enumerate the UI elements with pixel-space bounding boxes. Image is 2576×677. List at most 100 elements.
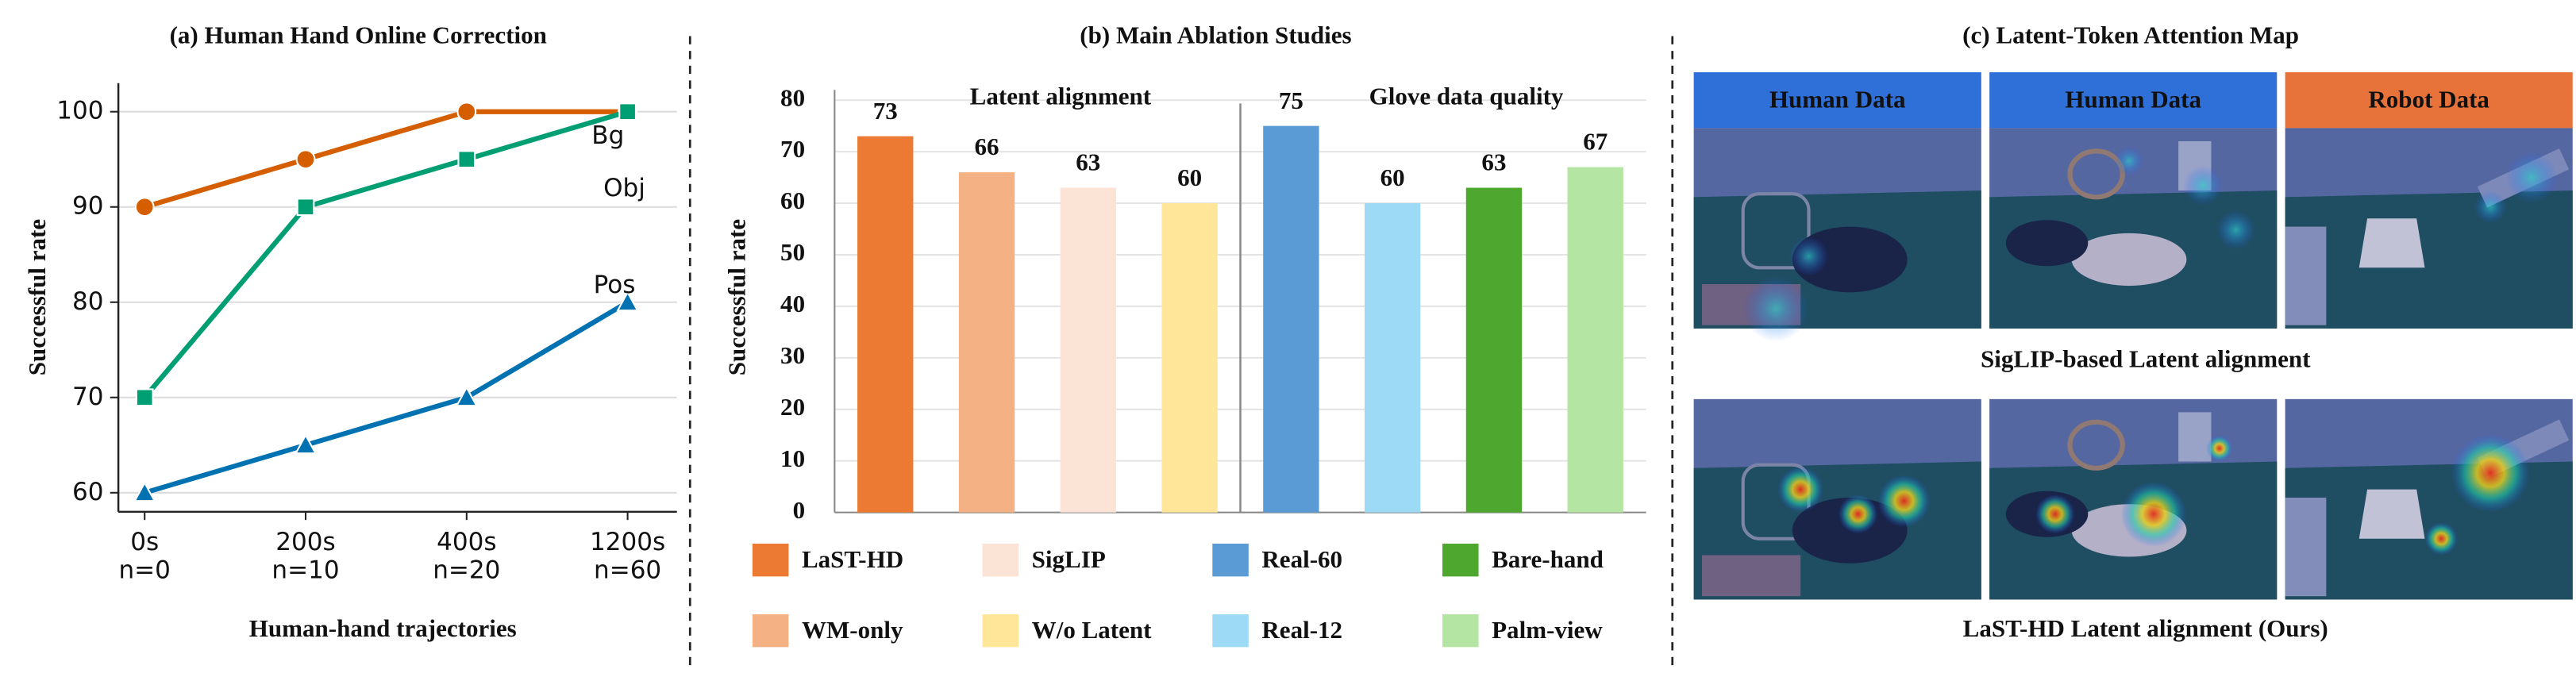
y-tick-label: 80 xyxy=(72,287,104,316)
image-tint xyxy=(1693,128,1981,329)
x-tick-sublabel: n=10 xyxy=(271,556,339,584)
bag xyxy=(2358,218,2425,268)
attention-blob xyxy=(1742,275,1809,342)
y-tick-label: 60 xyxy=(72,478,104,506)
legend-label: Palm-view xyxy=(1492,616,1603,644)
x-tick-label: 1200s xyxy=(590,528,665,556)
value-label: 75 xyxy=(1279,87,1303,114)
attention-image xyxy=(2285,398,2573,600)
attention-blob xyxy=(1877,475,1931,528)
attention-image xyxy=(2285,128,2573,329)
legend-label: Bare-hand xyxy=(1492,545,1604,573)
legend-label: Real-60 xyxy=(1261,545,1342,573)
legend-swatch xyxy=(752,543,789,577)
attention-blob xyxy=(2183,166,2223,206)
header-label: Human Data xyxy=(2065,85,2201,113)
y-tick-label: 40 xyxy=(780,290,805,317)
series-line xyxy=(144,109,628,210)
y-tick-label: 80 xyxy=(780,83,805,111)
bar xyxy=(857,136,914,513)
value-label: 60 xyxy=(1380,163,1405,191)
y-tick-label: 90 xyxy=(72,192,104,221)
phone xyxy=(2178,412,2212,462)
header-label: Human Data xyxy=(1769,85,1906,113)
basket xyxy=(2067,419,2125,471)
legend-label: Real-12 xyxy=(1261,616,1342,644)
group-label: Latent alignment xyxy=(970,82,1152,110)
header-box xyxy=(1989,72,2278,129)
x-tick-sublabel: n=60 xyxy=(594,556,661,584)
header-label: Robot Data xyxy=(2368,85,2489,113)
attention-image xyxy=(1989,128,2278,329)
legend-label: WM-only xyxy=(802,616,903,644)
image-tint xyxy=(2285,398,2573,600)
image-tint xyxy=(1989,128,2278,329)
attention-blob xyxy=(2505,151,2559,204)
y-tick-label: 50 xyxy=(780,238,805,266)
series-line xyxy=(142,109,629,399)
attention-blob xyxy=(2035,494,2075,534)
image-tint xyxy=(2285,128,2573,329)
attention-blob xyxy=(1838,494,1878,534)
image-tint xyxy=(1989,398,2278,600)
marker xyxy=(295,149,316,170)
value-label: 73 xyxy=(873,97,898,125)
image-tint xyxy=(1693,398,1981,600)
marker xyxy=(456,102,477,122)
group-label: Glove data quality xyxy=(1369,82,1564,110)
legend-swatch xyxy=(1212,543,1249,577)
bar xyxy=(1263,125,1319,513)
y-tick-label: 70 xyxy=(72,383,104,411)
legend-swatch xyxy=(1442,614,1479,648)
series-line xyxy=(144,300,630,495)
value-label: 60 xyxy=(1177,163,1202,191)
y-tick-label: 60 xyxy=(780,187,805,214)
marker xyxy=(455,386,478,407)
attention-blob xyxy=(2206,435,2233,462)
attention-blob xyxy=(2474,190,2507,224)
value-label: 66 xyxy=(975,133,999,160)
bar xyxy=(1364,203,1421,513)
legend-label: LaST-HD xyxy=(802,545,903,573)
x-tick-sublabel: n=20 xyxy=(433,556,500,584)
y-tick-label: 100 xyxy=(56,97,103,125)
attention-blob xyxy=(1789,236,1829,276)
value-label: 67 xyxy=(1583,128,1608,156)
value-label: 63 xyxy=(1076,148,1100,176)
marker xyxy=(457,150,476,169)
marker xyxy=(618,102,637,121)
header-box xyxy=(1693,72,1981,129)
marker xyxy=(133,481,156,502)
attention-image xyxy=(1693,128,1981,342)
attention-blob xyxy=(2120,481,2187,548)
marker xyxy=(294,433,318,455)
attention-image xyxy=(1989,398,2278,600)
attention-blob xyxy=(2424,522,2458,556)
marker xyxy=(616,290,639,312)
attention-blob xyxy=(2216,210,2256,250)
header-box xyxy=(2285,72,2573,129)
bar xyxy=(1567,167,1623,513)
series-label: Bg xyxy=(591,121,624,150)
caption: SigLIP-based Latent alignment xyxy=(1981,344,2311,372)
x-tick-label: 0s xyxy=(130,528,159,556)
attention-blob xyxy=(1777,466,1824,513)
panel-title: (c) Latent-Token Attention Map xyxy=(1962,21,2299,49)
y-tick-label: 70 xyxy=(780,135,805,163)
chart-title: (a) Human Hand Online Correction xyxy=(170,21,547,49)
object xyxy=(1741,192,1811,270)
legend-swatch xyxy=(752,614,789,648)
y-tick-label: 30 xyxy=(780,341,805,369)
attention-blob xyxy=(2114,146,2144,176)
y-tick-label: 0 xyxy=(793,496,806,524)
y-axis-label: Successful rate xyxy=(722,219,750,375)
series-label: Obj xyxy=(603,174,645,202)
arm xyxy=(1701,555,1801,597)
marker xyxy=(296,198,315,217)
bag xyxy=(2358,489,2425,539)
chart-title: (b) Main Ablation Studies xyxy=(1080,21,1351,49)
x-tick-label: 400s xyxy=(437,528,496,556)
legend-swatch xyxy=(982,543,1019,577)
